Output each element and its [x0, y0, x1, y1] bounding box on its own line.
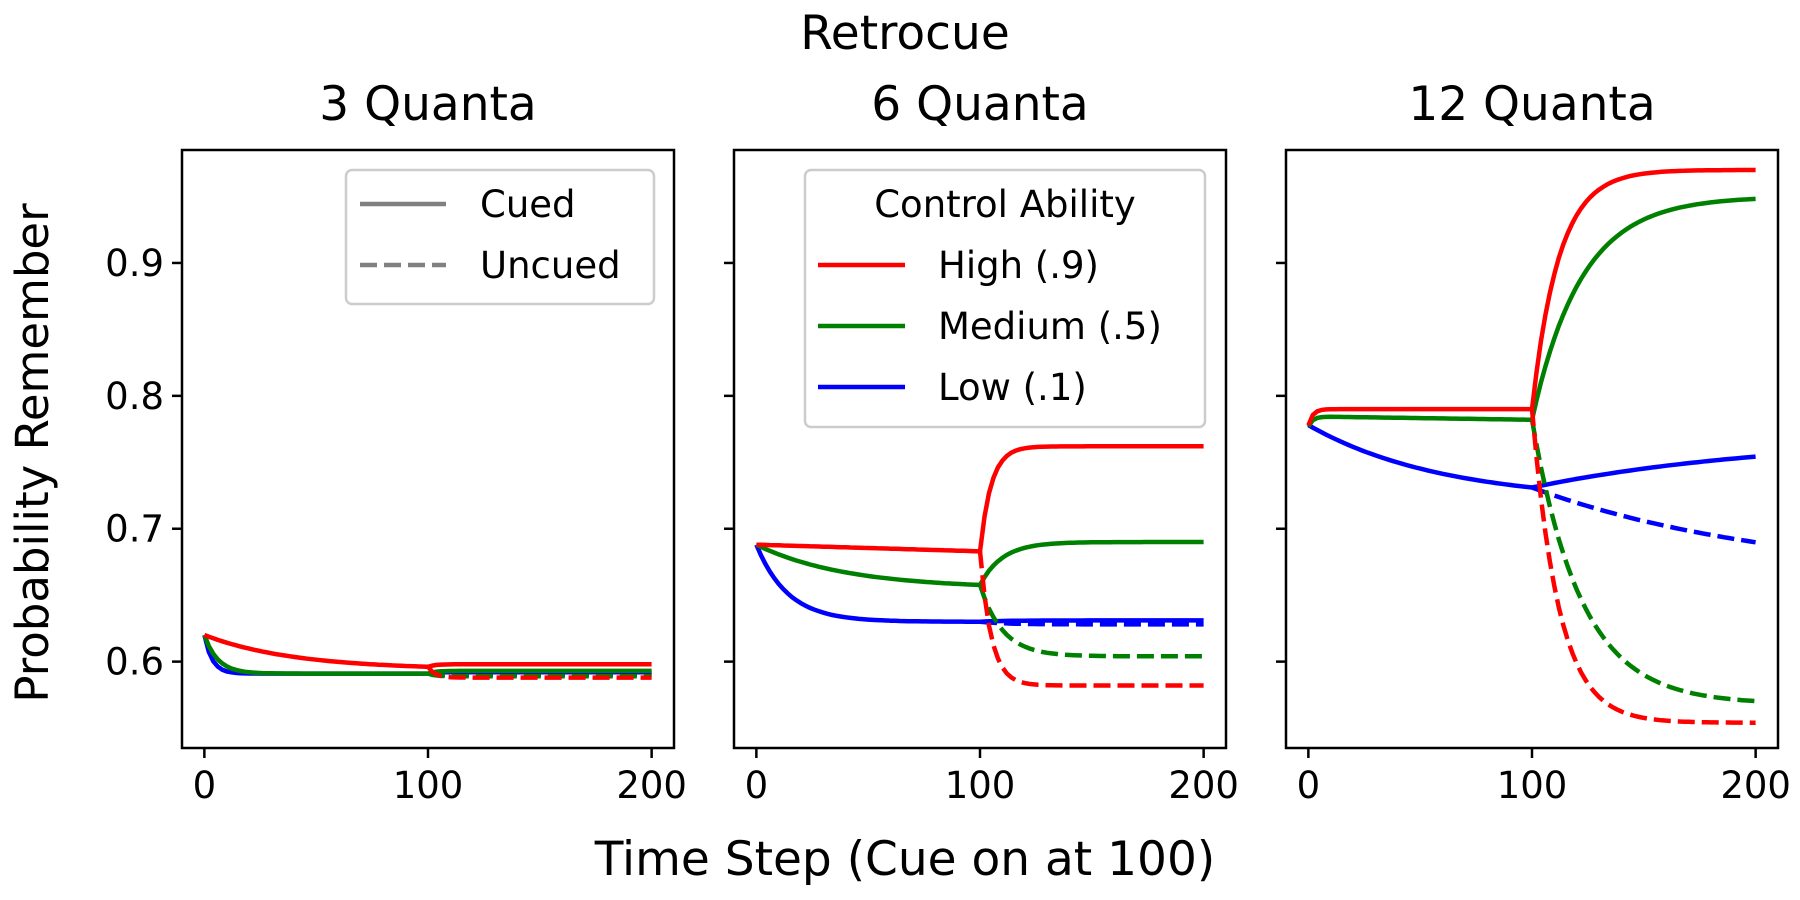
- series-lines: [202, 632, 652, 680]
- low-uncued-line: [1531, 485, 1756, 545]
- high-cued-line: [203, 632, 652, 670]
- panel-title: 6 Quanta: [871, 77, 1088, 132]
- legend-label: Low (.1): [938, 366, 1087, 409]
- high-cued-line: [1306, 167, 1756, 426]
- panels: 3 Quanta 0 100 200 0.6 0.7 0.8 0.9 Cued Uncued 6 Q…: [105, 77, 1791, 807]
- legend-label: Cued: [480, 183, 576, 226]
- x-tick-label: 0: [745, 764, 769, 807]
- x-tick-label: 200: [1720, 764, 1791, 807]
- legend-label: High (.9): [938, 244, 1099, 287]
- high-uncued-line: [977, 551, 1204, 688]
- x-tick-label: 0: [193, 764, 217, 807]
- low-uncued-line: [979, 619, 1204, 627]
- figure-title: Retrocue: [800, 6, 1009, 61]
- control-ability-legend: Control Ability High (.9) Medium (.5) Low (…: [803, 168, 1207, 429]
- y-tick-label: 0.8: [105, 375, 164, 418]
- x-tick-label: 0: [1297, 764, 1321, 807]
- panel-title: 3 Quanta: [319, 77, 536, 132]
- legend-label: Uncued: [480, 244, 621, 287]
- medium-uncued-line: [1529, 419, 1756, 704]
- panel-title: 12 Quanta: [1408, 77, 1655, 132]
- y-tick-label: 0.7: [105, 508, 164, 551]
- x-axis-label: Time Step (Cue on at 100): [594, 832, 1215, 887]
- low-cued-line: [1307, 423, 1756, 490]
- panel-1: 3 Quanta 0 100 200 0.6 0.7 0.8 0.9 Cued Uncued: [105, 77, 687, 807]
- y-tick-label: 0.6: [105, 641, 164, 684]
- panel-2: 6 Quanta 0 100 200 Control Ability High (.9) M…: [724, 77, 1239, 807]
- series-lines: [754, 444, 1204, 688]
- high-cued-line: [756, 444, 1204, 554]
- y-tick-label: 0.9: [105, 242, 164, 285]
- high-uncued-line: [1529, 408, 1756, 725]
- linestyle-legend: Cued Uncued: [344, 168, 656, 306]
- x-tick-label: 200: [1168, 764, 1239, 807]
- x-tick-label: 100: [393, 764, 464, 807]
- y-axis-label: Probability Remember: [6, 203, 59, 703]
- high-uncued-line: [426, 665, 652, 680]
- medium-cued-line: [202, 634, 652, 676]
- panel-3: 12 Quanta 0 100 200: [1276, 77, 1791, 807]
- series-lines: [1306, 167, 1756, 725]
- legend-title: Control Ability: [874, 183, 1136, 226]
- low-cued-line: [754, 543, 1204, 624]
- medium-cued-line: [755, 539, 1204, 588]
- medium-uncued-line: [977, 584, 1204, 659]
- x-tick-label: 200: [616, 764, 687, 807]
- x-tick-label: 100: [1497, 764, 1568, 807]
- x-tick-label: 100: [945, 764, 1016, 807]
- legend-label: Medium (.5): [938, 305, 1162, 348]
- legend-box: [803, 168, 1207, 429]
